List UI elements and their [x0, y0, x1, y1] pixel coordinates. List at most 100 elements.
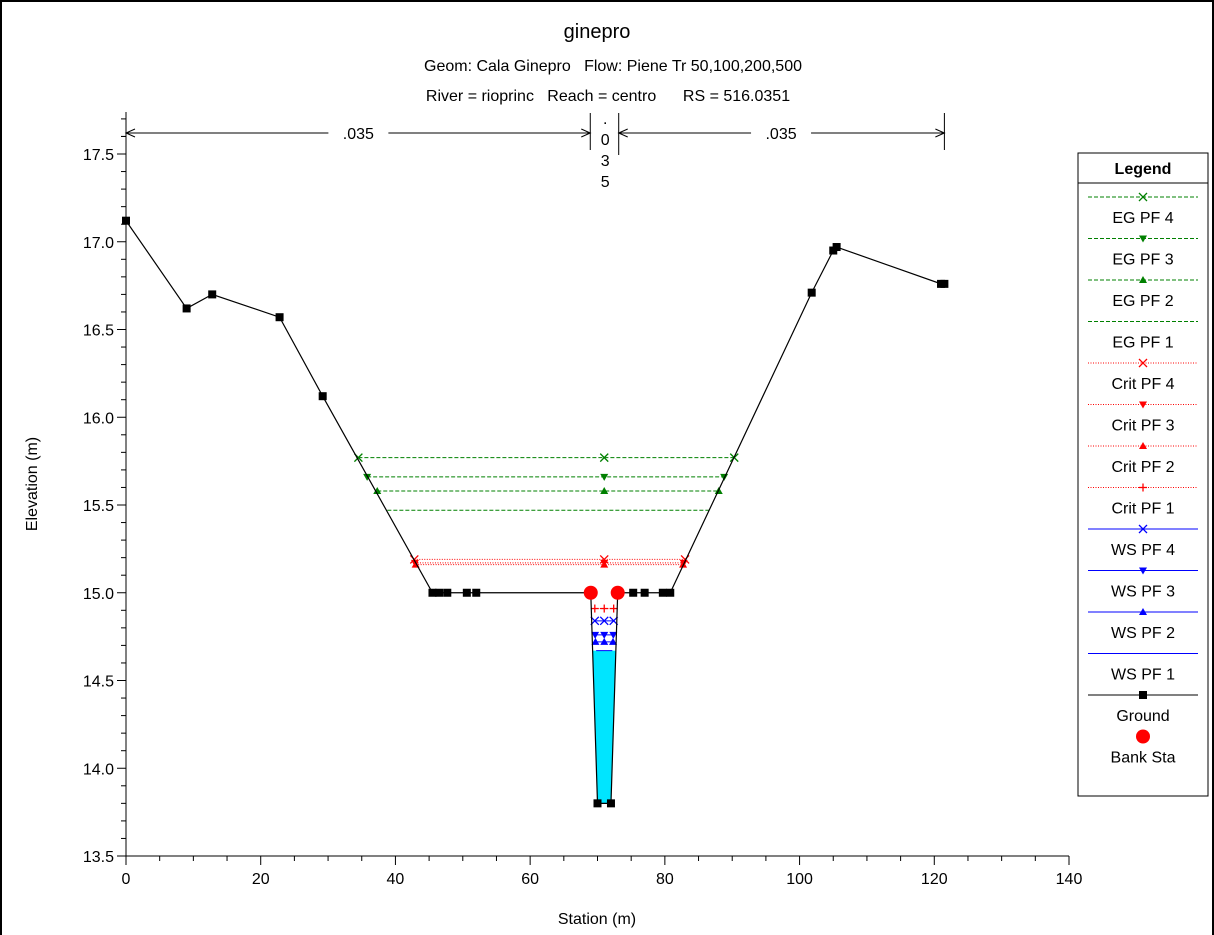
- y-tick-label: 14.5: [83, 674, 114, 691]
- legend-swatch-marker: [1138, 192, 1148, 202]
- legend-item: WS PF 3: [1088, 567, 1198, 601]
- bank-stations: [583, 585, 625, 600]
- legend-item-label: WS PF 2: [1111, 625, 1175, 642]
- profile-marker: [608, 637, 617, 645]
- profile-marker: [591, 637, 600, 645]
- profile-marker: [590, 604, 599, 613]
- ground-point: [462, 588, 471, 597]
- profile-marker: [600, 486, 609, 494]
- ground-point: [940, 279, 949, 288]
- plot-area: 0 20 40 60 80 100 120 140 13.5 14.0 14.5 15.0 15.5 16…: [83, 111, 1083, 888]
- ground-point: [182, 304, 191, 313]
- legend-item-label: Crit PF 2: [1111, 459, 1174, 476]
- bank-station-marker: [583, 585, 598, 600]
- y-tick-label: 16.5: [83, 323, 114, 340]
- legend-swatch-marker: [1139, 567, 1147, 575]
- legend-swatch-marker: [1138, 358, 1148, 368]
- ground-point: [629, 588, 638, 597]
- legend-swatch-marker: [1139, 442, 1147, 449]
- x-axis-label: Station (m): [558, 911, 636, 928]
- x-tick-label: 20: [252, 871, 270, 888]
- legend-item-label: EG PF 4: [1112, 210, 1173, 227]
- ground-point: [208, 290, 217, 299]
- ground-point: [606, 799, 615, 808]
- profile-marker: [600, 637, 609, 645]
- legend-item: Crit PF 4: [1088, 358, 1198, 393]
- manning-channel-char: .: [603, 111, 607, 128]
- x-tick-label: 80: [656, 871, 674, 888]
- legend-item-label: Crit PF 4: [1111, 376, 1174, 393]
- ground-point: [832, 243, 841, 252]
- chart-title: ginepro: [564, 21, 631, 43]
- manning-right-value: .035: [765, 126, 796, 143]
- profile-marker-stroke: [353, 453, 363, 463]
- chart-subtitle-location: River = rioprinc Reach = centro RS = 516…: [426, 88, 790, 105]
- ground-point: [275, 313, 284, 322]
- profile-lines: [353, 453, 739, 652]
- legend-item-label: Crit PF 1: [1111, 501, 1174, 518]
- manning-arrowhead: [935, 128, 946, 138]
- profile-marker: [373, 486, 382, 494]
- manning-label-bg: [328, 123, 389, 143]
- legend-swatch-marker: [1138, 524, 1148, 534]
- x-tick-label: 100: [786, 871, 813, 888]
- legend-swatch-marker: [1139, 276, 1147, 283]
- legend-title: Legend: [1115, 161, 1172, 178]
- ground-point: [472, 588, 481, 597]
- manning-left-value: .035: [343, 126, 374, 143]
- ground-point: [122, 216, 130, 225]
- water-fill-polygon: [592, 650, 616, 804]
- bank-station-marker: [610, 585, 625, 600]
- legend-items: EG PF 4 EG PF 3 EG PF 2 EG PF 1 Crit PF 4 Cri…: [1088, 192, 1198, 767]
- manning-annotations: .035.035.035: [124, 111, 946, 191]
- x-tick-label: 140: [1056, 871, 1083, 888]
- legend-item-label: WS PF 3: [1111, 584, 1175, 601]
- legend-item-label: EG PF 1: [1112, 335, 1173, 352]
- x-tick-label: 0: [122, 871, 131, 888]
- legend-item-label: WS PF 1: [1111, 667, 1175, 684]
- profile-marker: [599, 616, 609, 626]
- manning-channel-char: 0: [601, 132, 610, 149]
- legend: Legend EG PF 4 EG PF 3 EG PF 2 EG PF 1 Crit …: [1077, 152, 1209, 797]
- legend-swatch-marker: [1139, 608, 1147, 615]
- profile-marker: [599, 453, 609, 463]
- profile-marker: [609, 631, 618, 639]
- profile-marker: [591, 631, 600, 639]
- y-tick-label: 15.5: [83, 498, 114, 515]
- legend-item-label: Ground: [1116, 708, 1169, 725]
- y-tick-label: 13.5: [83, 849, 114, 866]
- y-axis-label: Elevation (m): [24, 437, 41, 531]
- legend-swatch-marker: [1136, 729, 1150, 744]
- ground-point: [443, 588, 452, 597]
- legend-swatch-marker: [1139, 483, 1147, 492]
- legend-item-label: Crit PF 3: [1111, 418, 1174, 435]
- legend-item-label: EG PF 3: [1112, 252, 1173, 269]
- legend-swatch-marker: [1139, 691, 1147, 699]
- x-tick-label: 120: [921, 871, 948, 888]
- legend-item: Crit PF 1: [1088, 483, 1198, 518]
- y-tick-label: 14.0: [83, 761, 114, 778]
- legend-item-label: Bank Sta: [1111, 750, 1176, 767]
- ground-point: [428, 588, 437, 597]
- manning-label-bg: [751, 123, 812, 143]
- profile-marker: [600, 604, 609, 613]
- manning-arrowhead: [124, 128, 136, 138]
- legend-swatch-marker-stroke: [1138, 192, 1148, 202]
- profile-marker: [609, 604, 618, 613]
- legend-item: Bank Sta: [1111, 729, 1176, 767]
- legend-swatch-marker: [1139, 235, 1147, 243]
- legend-swatch-marker-stroke: [1138, 358, 1148, 368]
- profile-marker-stroke: [599, 616, 609, 626]
- profile-marker: [600, 631, 609, 639]
- ground-point: [435, 588, 444, 597]
- y-tick-label: 17.5: [83, 147, 114, 164]
- legend-item: EG PF 2: [1088, 276, 1198, 310]
- ground-point: [593, 799, 602, 808]
- legend-item-label: WS PF 4: [1111, 542, 1175, 559]
- manning-channel-char: 3: [601, 153, 610, 170]
- profile-marker: [600, 473, 609, 481]
- profile-marker: [679, 560, 688, 568]
- profile-marker: [363, 473, 372, 481]
- ground-point: [658, 588, 667, 597]
- y-tick-label: 17.0: [83, 235, 114, 252]
